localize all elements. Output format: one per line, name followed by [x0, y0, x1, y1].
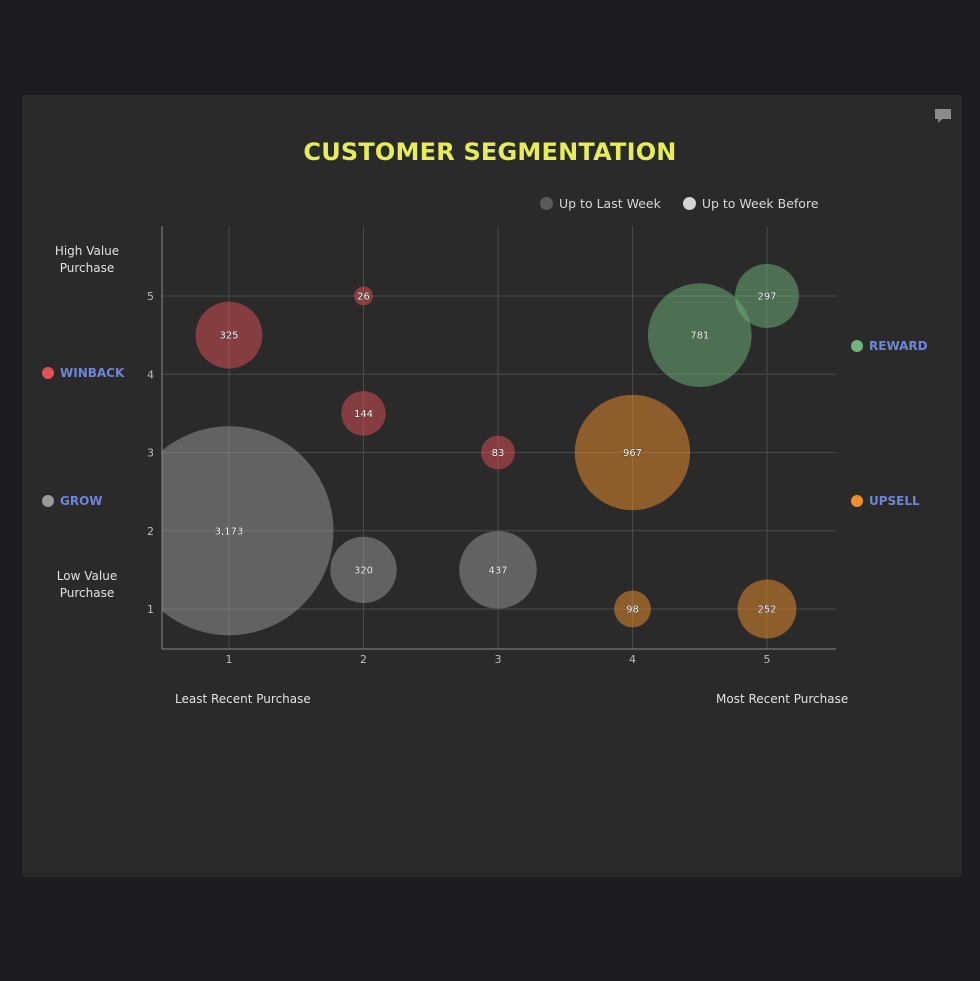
segment-winback: WINBACK [42, 366, 124, 380]
x-tick-label: 4 [629, 653, 636, 666]
comment-icon[interactable] [934, 108, 952, 124]
bubble-winback [195, 301, 263, 369]
bubble-label: 297 [757, 292, 776, 303]
bubble-label: 320 [354, 565, 373, 576]
y-label-low: Low Value Purchase [56, 569, 118, 600]
segment-upsell: UPSELL [851, 494, 920, 508]
y-tick-label: 3 [147, 447, 154, 460]
legend-swatch-week-before [682, 197, 696, 210]
bubble-reward [735, 264, 799, 328]
bubble-upsell [574, 394, 691, 511]
bubble-grow [330, 536, 397, 604]
bubble-label: 437 [488, 565, 507, 576]
legend-label-last-week: Up to Last Week [559, 196, 661, 211]
bubble-grow [162, 426, 334, 636]
bubble-grow [459, 531, 537, 609]
bubble-winback [341, 391, 386, 436]
y-tick-label: 1 [147, 603, 154, 616]
x-label-least-recent: Least Recent Purchase [175, 692, 311, 706]
legend-item-last-week[interactable]: Up to Last Week [540, 196, 661, 211]
x-tick-label: 2 [360, 653, 367, 666]
bubble-label: 98 [626, 605, 639, 616]
bubble-upsell [737, 579, 797, 639]
segment-reward-label: REWARD [869, 339, 928, 353]
y-tick-label: 5 [147, 290, 154, 303]
segment-upsell-dot [851, 495, 863, 507]
x-tick-label: 5 [764, 653, 771, 666]
y-label-high: High Value Purchase [54, 244, 120, 275]
bubble-reward [647, 283, 752, 387]
y-tick-label: 4 [147, 368, 154, 381]
segment-upsell-label: UPSELL [869, 494, 920, 508]
bubble-label: 26 [357, 292, 370, 303]
bubble-label: 144 [354, 409, 373, 420]
x-tick-label: 1 [226, 653, 233, 666]
segment-grow: GROW [42, 494, 103, 508]
segment-reward-dot [851, 340, 863, 352]
segment-reward: REWARD [851, 339, 928, 353]
segment-grow-label: GROW [60, 494, 103, 508]
bubble-label: 3,173 [215, 526, 244, 537]
chart-legend: Up to Last Week Up to Week Before [540, 196, 819, 211]
legend-swatch-last-week [540, 197, 553, 210]
y-tick-label: 2 [147, 525, 154, 538]
bubble-label: 83 [492, 448, 505, 459]
segment-grow-dot [42, 495, 54, 507]
legend-item-week-before[interactable]: Up to Week Before [682, 196, 819, 211]
bubble-label: 252 [757, 605, 776, 616]
legend-label-week-before: Up to Week Before [701, 196, 819, 211]
bubble-label: 325 [219, 331, 238, 342]
bubble-winback [481, 435, 515, 470]
segment-winback-label: WINBACK [60, 366, 125, 380]
segment-winback-dot [42, 367, 54, 379]
bubble-winback [354, 286, 373, 306]
chart-title: CUSTOMER SEGMENTATION [303, 138, 677, 166]
bubble-label: 781 [690, 331, 709, 342]
x-tick-label: 3 [495, 653, 502, 666]
x-label-most-recent: Most Recent Purchase [716, 692, 849, 706]
bubble-upsell [614, 590, 651, 628]
bubble-label: 967 [623, 448, 642, 459]
